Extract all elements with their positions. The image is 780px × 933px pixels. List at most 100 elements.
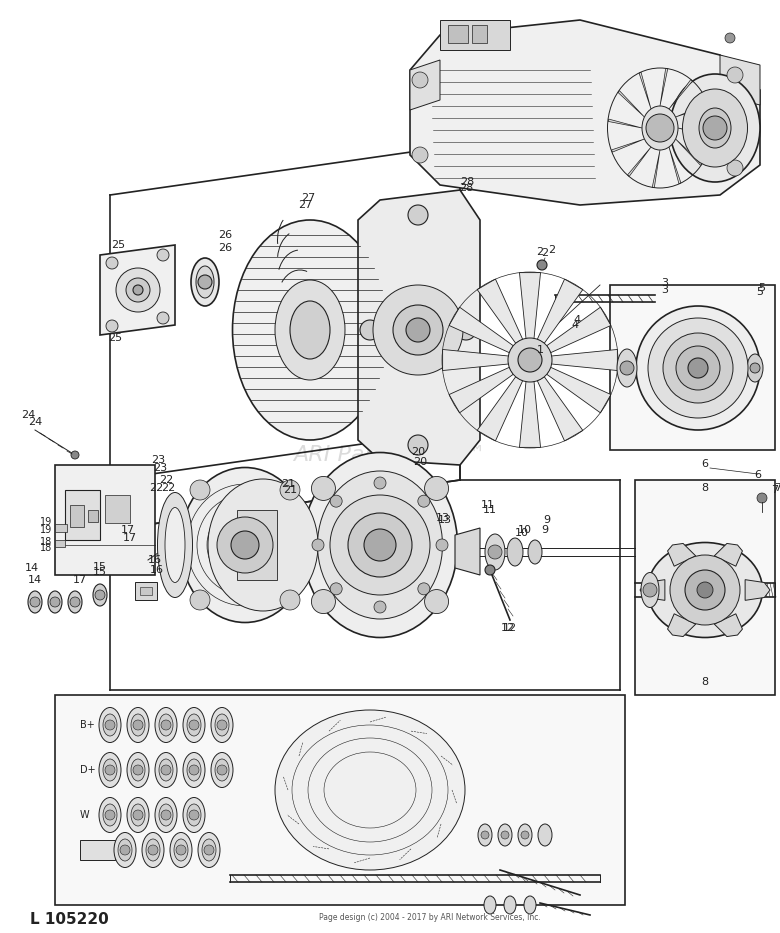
Text: 23: 23 [153, 463, 167, 473]
Text: 17: 17 [73, 575, 87, 585]
Circle shape [676, 346, 720, 390]
Circle shape [126, 278, 150, 302]
Circle shape [231, 531, 259, 559]
Bar [65, 490, 100, 540]
Polygon shape [668, 614, 696, 636]
Circle shape [176, 845, 186, 855]
Ellipse shape [103, 714, 117, 736]
Circle shape [663, 333, 733, 403]
Circle shape [412, 72, 428, 88]
Ellipse shape [99, 707, 121, 743]
Polygon shape [669, 147, 681, 184]
Ellipse shape [538, 824, 552, 846]
Text: 2: 2 [537, 247, 544, 257]
Ellipse shape [159, 804, 173, 826]
Polygon shape [477, 279, 523, 343]
Circle shape [280, 590, 300, 610]
Ellipse shape [617, 349, 637, 387]
Circle shape [204, 845, 214, 855]
Ellipse shape [187, 804, 201, 826]
Circle shape [106, 257, 118, 269]
Ellipse shape [641, 573, 659, 607]
Bar [135, 582, 157, 600]
Circle shape [488, 545, 502, 559]
Circle shape [374, 601, 386, 613]
Circle shape [620, 361, 634, 375]
Ellipse shape [232, 220, 388, 440]
Ellipse shape [484, 896, 496, 914]
Text: 2: 2 [548, 245, 555, 255]
Bar [55, 465, 155, 575]
Circle shape [643, 583, 657, 597]
Circle shape [360, 320, 380, 340]
Polygon shape [100, 245, 175, 335]
Ellipse shape [146, 839, 160, 861]
Text: 21: 21 [281, 479, 295, 489]
Bar [472, 25, 487, 43]
Circle shape [280, 480, 300, 500]
Text: 17: 17 [123, 533, 137, 543]
Circle shape [703, 116, 727, 140]
Bar [55, 695, 625, 905]
Text: 13: 13 [438, 515, 452, 525]
Circle shape [685, 570, 725, 610]
Ellipse shape [99, 753, 121, 787]
Ellipse shape [158, 493, 193, 597]
Ellipse shape [275, 710, 465, 870]
Text: 2: 2 [541, 248, 548, 258]
Ellipse shape [103, 759, 117, 781]
Circle shape [481, 831, 489, 839]
Ellipse shape [127, 707, 149, 743]
Ellipse shape [498, 824, 512, 846]
Circle shape [95, 590, 105, 600]
Circle shape [71, 451, 79, 459]
Text: 22: 22 [159, 475, 173, 485]
Circle shape [105, 720, 115, 730]
Polygon shape [410, 20, 760, 205]
Ellipse shape [202, 839, 216, 861]
Text: 9: 9 [541, 525, 548, 535]
Polygon shape [537, 279, 583, 343]
Ellipse shape [93, 584, 107, 606]
Text: 26: 26 [218, 243, 232, 253]
Text: 20: 20 [413, 457, 427, 467]
Bar [237, 510, 277, 580]
Polygon shape [519, 382, 541, 447]
Text: 22: 22 [149, 483, 163, 493]
Ellipse shape [198, 832, 220, 868]
Circle shape [157, 249, 169, 261]
Ellipse shape [103, 804, 117, 826]
Text: 9: 9 [544, 515, 551, 525]
Ellipse shape [155, 798, 177, 832]
Circle shape [30, 597, 40, 607]
Bar [105, 495, 130, 523]
Text: 19: 19 [40, 517, 52, 527]
Circle shape [312, 539, 324, 551]
Polygon shape [477, 377, 523, 441]
Text: 19: 19 [40, 525, 52, 535]
Polygon shape [675, 104, 708, 117]
Text: 16: 16 [150, 565, 164, 575]
Polygon shape [652, 150, 660, 188]
Polygon shape [608, 119, 642, 128]
Ellipse shape [528, 540, 542, 564]
Polygon shape [449, 307, 513, 353]
Text: 10: 10 [518, 525, 532, 535]
Circle shape [670, 555, 740, 625]
Ellipse shape [131, 714, 145, 736]
Text: 24: 24 [28, 417, 42, 427]
Circle shape [727, 67, 743, 83]
Text: 3: 3 [661, 285, 668, 295]
Polygon shape [640, 579, 665, 600]
Ellipse shape [174, 839, 188, 861]
Circle shape [364, 529, 396, 561]
Ellipse shape [183, 798, 205, 832]
Bar [70, 505, 84, 527]
Ellipse shape [507, 538, 523, 566]
Text: 8: 8 [701, 677, 708, 687]
Text: 25: 25 [111, 240, 125, 250]
Bar [55, 524, 67, 532]
Bar [440, 20, 510, 50]
Circle shape [406, 318, 430, 342]
Polygon shape [639, 72, 651, 109]
